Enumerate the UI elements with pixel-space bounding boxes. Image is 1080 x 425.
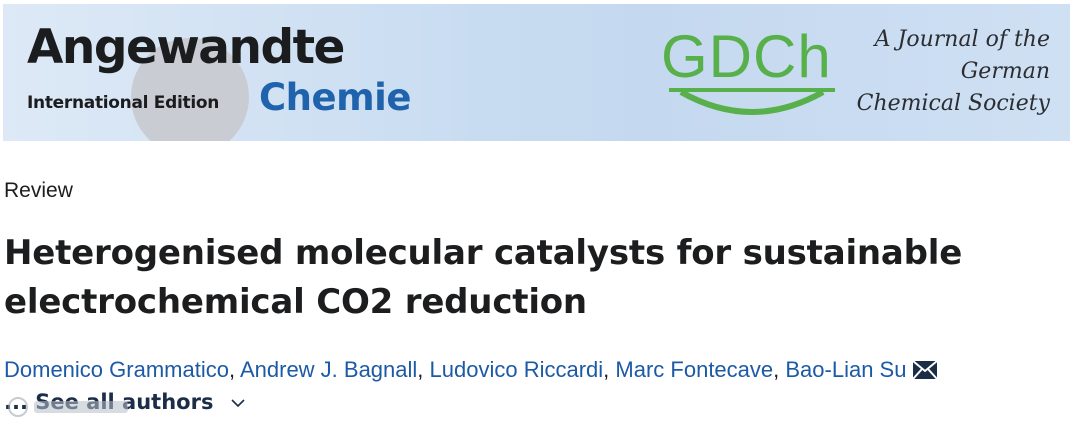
author-separator: ,: [417, 357, 430, 382]
author-list: Domenico Grammatico, Andrew J. Bagnall, …: [4, 357, 939, 383]
article-type: Review: [4, 179, 73, 202]
author-link[interactable]: Marc Fontecave: [615, 357, 774, 382]
journal-logo-edition: International Edition: [27, 93, 220, 113]
author-separator: ,: [773, 357, 786, 382]
author-link[interactable]: Ludovico Riccardi: [429, 357, 604, 382]
journal-logo-title: Angewandte: [27, 20, 345, 75]
chevron-down-icon: [231, 399, 245, 408]
envelope-icon[interactable]: [912, 360, 939, 380]
tagline-line: Chemical Society: [856, 91, 1050, 116]
tagline-line: A Journal of the: [874, 27, 1050, 52]
watermark-overlay: [8, 397, 128, 417]
article-title: Heterogenised molecular catalysts for su…: [4, 233, 963, 322]
gdch-arc-icon: [669, 88, 835, 115]
author-link[interactable]: Bao-Lian Su: [785, 357, 907, 382]
journal-banner: Angewandte International Edition Chemie …: [3, 4, 1070, 141]
gdch-logo: GDCh: [661, 23, 832, 90]
author-link[interactable]: Andrew J. Bagnall: [239, 357, 418, 382]
author-separator: ,: [228, 357, 240, 382]
author-link[interactable]: Domenico Grammatico: [4, 357, 229, 382]
tagline-line: German: [960, 59, 1050, 84]
banner-circle-decoration: [131, 38, 249, 141]
journal-tagline: A Journal of the German Chemical Society: [830, 24, 1050, 120]
author-separator: ,: [603, 357, 616, 382]
journal-logo-chemie: Chemie: [259, 76, 411, 119]
